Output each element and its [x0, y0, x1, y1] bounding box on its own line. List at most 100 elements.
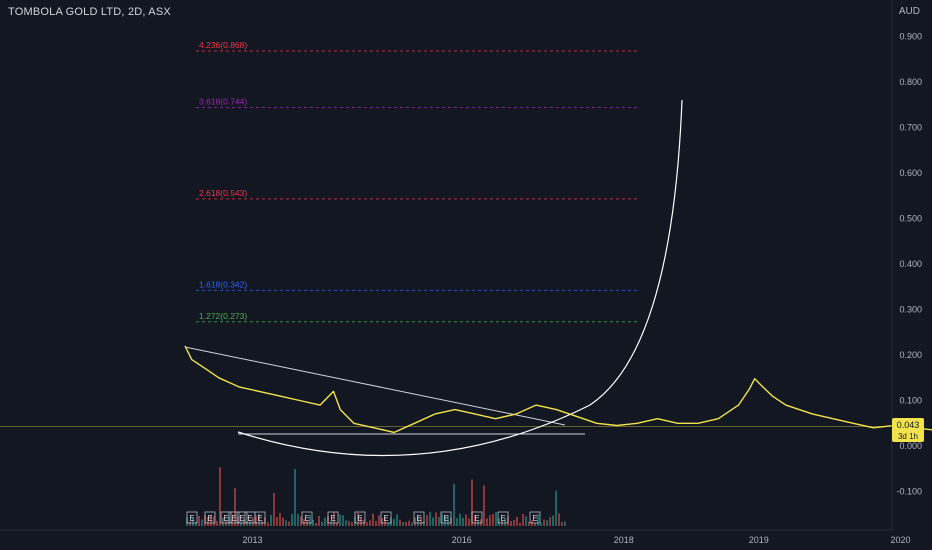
- volume-bar: [309, 514, 311, 526]
- earnings-marker-box: [204, 511, 216, 524]
- volume-bar: [333, 512, 335, 526]
- volume-bar: [549, 517, 551, 526]
- volume-bar: [336, 522, 338, 526]
- rounding-bottom-curve: [237, 99, 683, 457]
- volume-bar: [420, 516, 422, 526]
- volume-bar: [270, 514, 272, 526]
- y-tick-label: 0.900: [899, 32, 922, 42]
- y-tick-label: 0.800: [899, 77, 922, 87]
- earnings-marker-box: [497, 511, 509, 524]
- volume-bar: [240, 521, 242, 526]
- earnings-marker: E: [231, 514, 236, 523]
- volume-bar: [486, 518, 488, 526]
- earnings-marker-box: [301, 511, 313, 524]
- volume-bar: [504, 517, 506, 526]
- earnings-marker: E: [223, 514, 228, 523]
- earnings-marker-box: [413, 511, 425, 524]
- earnings-marker-box: [254, 511, 266, 524]
- price-badge-countdown: 3d 1h: [898, 432, 918, 441]
- earnings-marker-box: [529, 511, 541, 524]
- volume-bar: [558, 513, 560, 526]
- volume-bar: [474, 514, 476, 526]
- volume-bar: [540, 522, 542, 526]
- volume-bar: [291, 513, 293, 526]
- volume-bar: [399, 519, 401, 526]
- volume-bar: [351, 522, 353, 526]
- volume-bar: [381, 518, 383, 526]
- fib-level-label: 1.618(0.342): [199, 279, 247, 289]
- volume-bar: [324, 517, 326, 526]
- volume-bar: [195, 522, 197, 526]
- volume-bar: [465, 514, 467, 526]
- volume-bar: [294, 468, 296, 526]
- volume-bar: [357, 512, 359, 526]
- volume-bar: [219, 467, 221, 526]
- volume-bar: [543, 519, 545, 526]
- fib-level-label: 2.618(0.543): [199, 188, 247, 198]
- volume-bar: [423, 521, 425, 526]
- y-tick-label: 0.600: [899, 168, 922, 178]
- volume-bar: [435, 512, 437, 526]
- descending-trendline: [184, 346, 566, 426]
- earnings-marker: E: [330, 514, 335, 523]
- volume-bar: [300, 516, 302, 526]
- volume-bar: [510, 521, 512, 526]
- fib-levels: 4.236(0.868) 3.618(0.744) 2.618(0.543) 1.61…: [0, 40, 892, 427]
- x-tick-label: 2020: [890, 535, 910, 545]
- volume-bar: [198, 515, 200, 526]
- volume-bar: [342, 515, 344, 526]
- volume-bar: [561, 521, 563, 526]
- volume-bar: [345, 520, 347, 526]
- volume-bar: [405, 522, 407, 526]
- volume-bar: [546, 520, 548, 526]
- volume-bar: [261, 521, 263, 526]
- volume-bar: [369, 520, 371, 526]
- y-tick-label: 0.700: [899, 123, 922, 133]
- earnings-marker: E: [532, 514, 537, 523]
- volume-bar: [387, 522, 389, 526]
- volume-bar: [564, 521, 566, 526]
- volume-bar: [258, 513, 260, 526]
- volume-bar: [273, 493, 275, 526]
- earnings-marker: E: [416, 514, 421, 523]
- earnings-marker-box: [186, 511, 198, 524]
- fib-level-label: 4.236(0.868): [199, 40, 247, 50]
- x-tick-label: 2019: [749, 535, 769, 545]
- volume-bar: [267, 522, 269, 526]
- volume-bar: [417, 516, 419, 526]
- y-tick-label: 0.100: [899, 396, 922, 406]
- volume-bar: [384, 517, 386, 526]
- volume-bar: [378, 515, 380, 526]
- y-tick-label: -0.100: [896, 487, 922, 497]
- volume-bar: [402, 522, 404, 526]
- earnings-marker: E: [474, 514, 479, 523]
- volume-bar: [246, 522, 248, 526]
- volume-bar: [516, 516, 518, 526]
- volume-bar: [432, 517, 434, 526]
- volume-bar: [279, 512, 281, 526]
- price-series: [184, 345, 932, 434]
- earnings-marker: E: [357, 514, 362, 523]
- volume-bar: [411, 522, 413, 526]
- fib-level-label: 3.618(0.744): [199, 96, 247, 106]
- volume-bar: [408, 520, 410, 526]
- volume-bar: [426, 515, 428, 526]
- volume-bar: [372, 513, 374, 526]
- volume-bar: [429, 512, 431, 526]
- volume-bar: [459, 513, 461, 526]
- volume-bar: [339, 514, 341, 526]
- volume-bar: [213, 516, 215, 526]
- volume-bar: [462, 517, 464, 526]
- y-tick-label: 0.200: [899, 350, 922, 360]
- volume-bar: [276, 517, 278, 526]
- volume-bar: [552, 515, 554, 526]
- volume-bar: [441, 513, 443, 526]
- earnings-marker-box: [228, 511, 240, 524]
- earnings-marker: E: [383, 514, 388, 523]
- volume-bar: [303, 519, 305, 526]
- volume-bar: [192, 517, 194, 526]
- volume-bar: [255, 515, 257, 526]
- volume-bar: [201, 519, 203, 526]
